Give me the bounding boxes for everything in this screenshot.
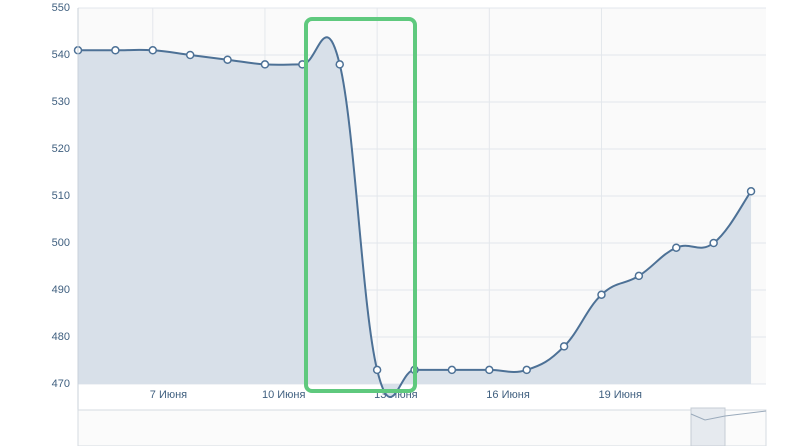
point <box>447 365 457 375</box>
y-tick-label: 550 <box>52 2 70 14</box>
y-tick-label: 490 <box>52 284 70 296</box>
navigator <box>77 409 767 446</box>
point <box>148 46 158 55</box>
y-tick-label: 470 <box>52 378 70 390</box>
line <box>78 36 752 399</box>
point <box>485 365 494 375</box>
y-tick-label: 540 <box>52 49 70 61</box>
point <box>372 365 382 375</box>
y-tick-label: 510 <box>52 190 70 202</box>
y-tick-label: 480 <box>52 331 70 343</box>
highlight-box <box>304 17 417 393</box>
x-tick-label: 16 Июня <box>486 389 530 401</box>
navigator-line <box>690 410 767 421</box>
point <box>111 46 120 55</box>
point <box>185 50 195 60</box>
area <box>78 37 752 398</box>
point <box>260 60 270 69</box>
navigator-window <box>690 407 726 446</box>
point <box>672 243 681 252</box>
y-tick-label: 530 <box>52 96 70 108</box>
point <box>559 342 569 351</box>
plot <box>73 36 756 399</box>
y-tick-label: 500 <box>52 237 70 249</box>
point <box>634 271 644 281</box>
point <box>709 238 718 248</box>
x-tick-label: 19 Июня <box>598 389 642 401</box>
y-tick-label: 520 <box>52 143 70 155</box>
point <box>746 187 756 196</box>
point <box>335 60 344 69</box>
x-tick-label: 10 Июня <box>262 389 306 401</box>
x-tick-label: 7 Июня <box>150 389 187 401</box>
point <box>522 365 531 375</box>
point <box>597 290 606 299</box>
point <box>223 55 232 64</box>
